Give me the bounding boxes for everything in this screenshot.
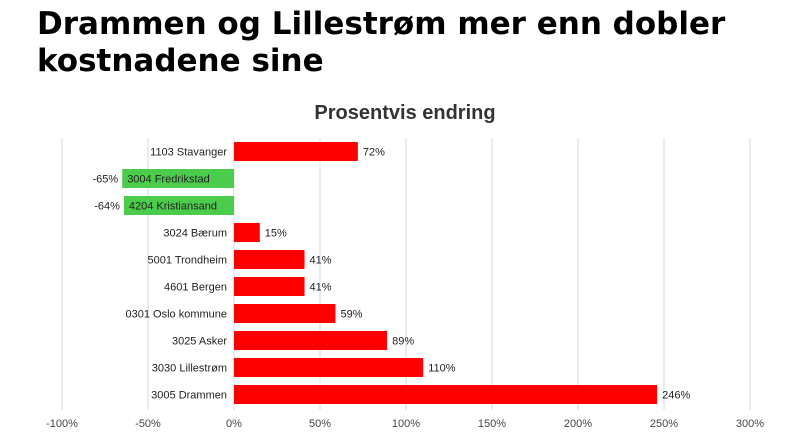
bar [234, 223, 260, 242]
x-tick-label: -50% [135, 418, 161, 430]
category-label: 3025 Asker [172, 336, 227, 348]
category-label: 3024 Bærum [163, 228, 227, 240]
bar [234, 385, 658, 404]
category-label: 3030 Lillestrøm [152, 363, 227, 375]
category-label: 4204 Kristiansand [129, 201, 217, 213]
x-tick-label: 250% [650, 418, 678, 430]
bar [123, 196, 234, 215]
data-label: 89% [392, 336, 414, 348]
x-tick-label: 300% [736, 418, 764, 430]
data-label: 110% [428, 363, 456, 375]
bar [234, 142, 358, 161]
x-tick-label: 0% [226, 418, 242, 430]
headline-line-1: Drammen og Lillestrøm mer enn dobler [37, 6, 726, 42]
x-tick-label: 50% [309, 418, 331, 430]
data-label: -64% [94, 201, 120, 213]
bar [234, 331, 388, 350]
category-label: 0301 Oslo kommune [126, 309, 228, 321]
category-label: 4601 Bergen [164, 282, 227, 294]
data-label: 15% [265, 228, 287, 240]
data-label: 72% [363, 147, 385, 159]
bar [234, 277, 305, 296]
data-label: 41% [310, 282, 332, 294]
bar [234, 358, 424, 377]
chart-title: Prosentvis endring [314, 102, 496, 124]
bar [234, 304, 336, 323]
category-label: 3004 Fredrikstad [127, 174, 210, 186]
data-label: 246% [662, 390, 690, 402]
headline-line-2: kostnadene sine [37, 43, 324, 79]
x-tick-label: 200% [564, 418, 592, 430]
data-label: 59% [340, 309, 362, 321]
x-tick-label: 100% [392, 418, 420, 430]
bar [234, 250, 305, 269]
data-label: 41% [310, 255, 332, 267]
headline: Drammen og Lillestrøm mer enn dobler kos… [37, 6, 777, 80]
bar [122, 169, 234, 188]
category-label: 5001 Trondheim [148, 255, 228, 267]
data-label: -65% [93, 174, 119, 186]
category-label: 3005 Drammen [151, 390, 227, 402]
x-tick-label: 150% [478, 418, 506, 430]
x-tick-label: -100% [46, 418, 78, 430]
category-label: 1103 Stavanger [150, 147, 227, 159]
